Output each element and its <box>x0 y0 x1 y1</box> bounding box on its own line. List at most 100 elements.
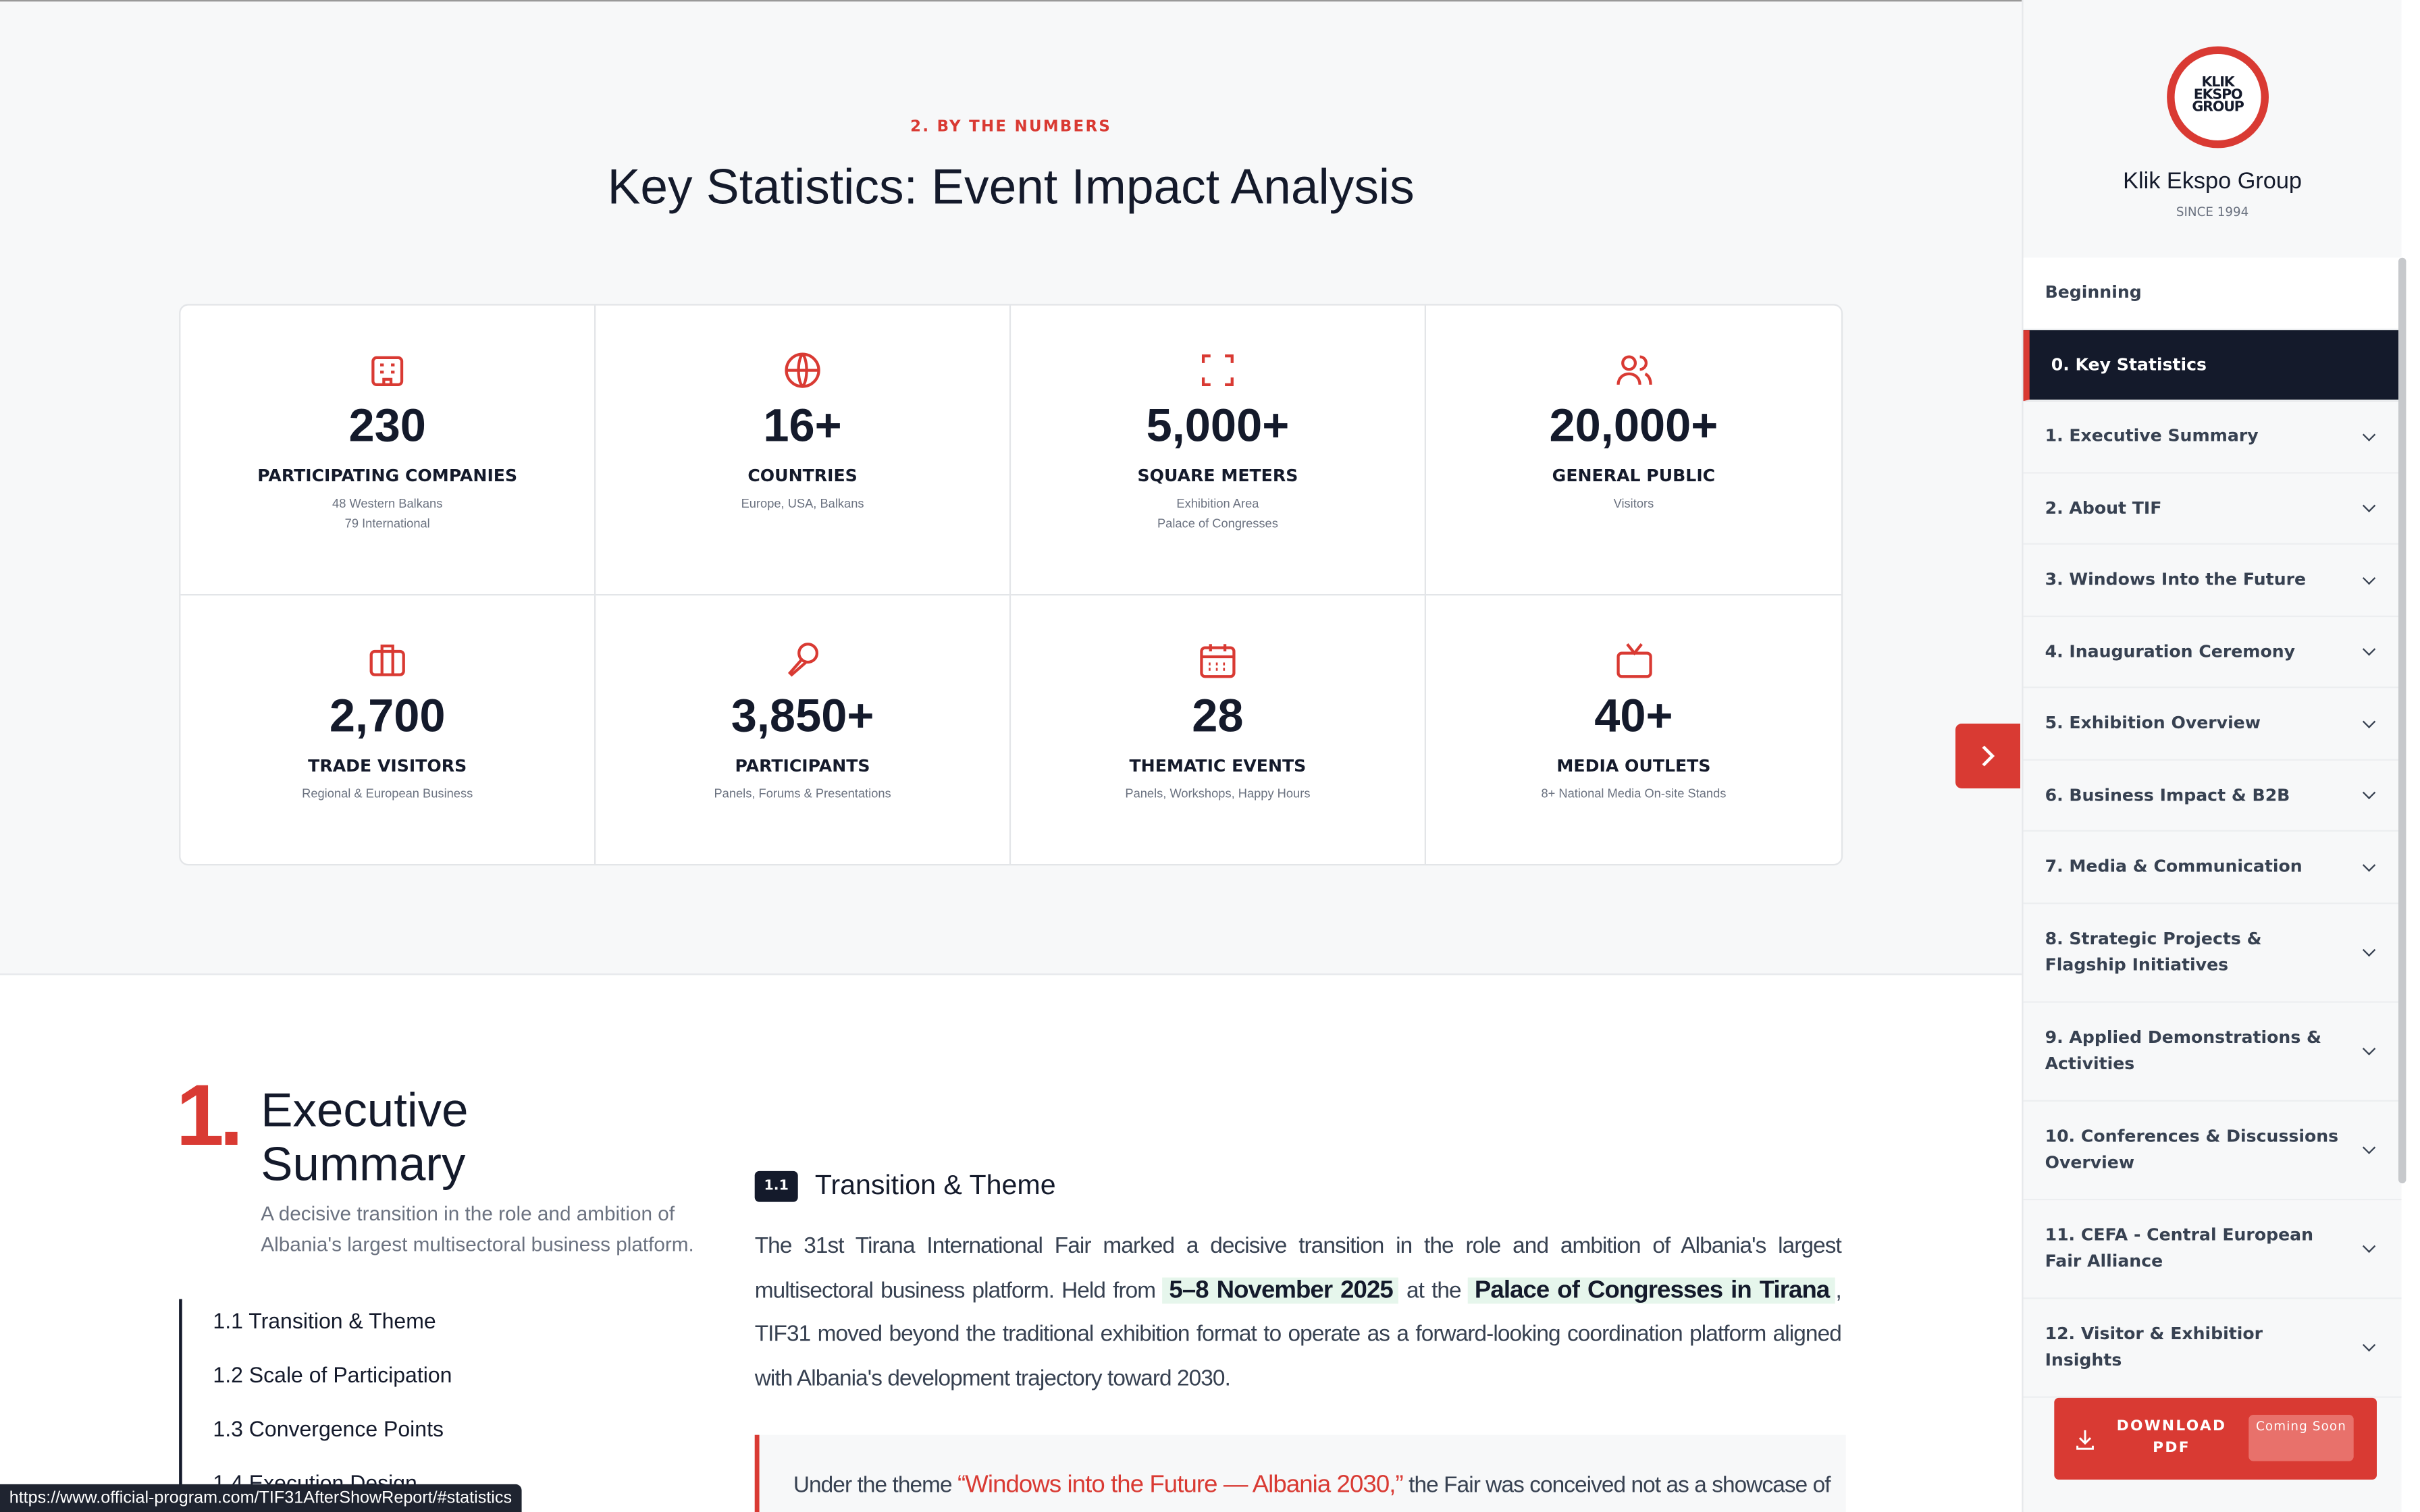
stat-note: 79 International <box>344 516 430 531</box>
heading: Key Statistics: Event Impact Analysis <box>607 159 1415 215</box>
stat-value: 16+ <box>763 401 842 452</box>
download-icon <box>2076 1430 2094 1450</box>
nav-item[interactable]: 2. About TIF <box>2023 473 2402 545</box>
stat-note: Regional & European Business <box>302 786 473 801</box>
section-toc: 1.1 Transition & Theme 1.2 Scale of Parti… <box>179 1299 452 1512</box>
nav-item[interactable]: 8. Strategic Projects & Flagship Initiat… <box>2023 903 2402 1002</box>
nav-item[interactable]: 5. Exhibition Overview <box>2023 688 2402 760</box>
stat-note: Europe, USA, Balkans <box>741 496 864 511</box>
toc-item[interactable]: 1.1 Transition & Theme <box>213 1308 436 1333</box>
stat-card: 3,850+ PARTICIPANTS Panels, Forums & Prese… <box>596 595 1011 864</box>
stat-icon <box>787 643 819 677</box>
stat-note: Panels, Forums & Presentations <box>714 786 891 801</box>
highlight: 5–8 November 2025 <box>1163 1276 1399 1303</box>
stat-notes: Panels, Forums & Presentations <box>596 784 1009 804</box>
stat-label: THEMATIC EVENTS <box>1129 755 1307 776</box>
next-button[interactable] <box>1955 723 2020 788</box>
stat-icon <box>785 352 820 388</box>
stat-notes: Visitors <box>1426 493 1841 514</box>
section-number: 1. <box>176 1066 244 1164</box>
nav-item[interactable]: 9. Applied Demonstrations & Activities <box>2023 1002 2402 1101</box>
nav-item[interactable]: 10. Conferences & Discussions Overview <box>2023 1100 2402 1200</box>
logo-text: KLIK EKSPO GROUP <box>2192 75 2244 116</box>
stat-value: 2,700 <box>329 691 446 742</box>
scrollbar[interactable] <box>2398 257 2406 1184</box>
nav-item[interactable]: 12. Visitor & Exhibitior Insights <box>2023 1298 2402 1397</box>
stat-label: GENERAL PUBLIC <box>1552 466 1716 486</box>
nav-item[interactable]: 0. Key Statistics <box>2023 329 2402 402</box>
statistics-section: 2. BY THE NUMBERS Key Statistics: Event … <box>0 0 2022 975</box>
status-url: https://www.official-program.com/TIF31Af… <box>0 1484 521 1512</box>
quote-theme: “Windows into the Future — Albania 2030,… <box>957 1472 1404 1498</box>
stat-label: PARTICIPATING COMPANIES <box>257 466 518 486</box>
stat-note: Exhibition Area <box>1176 496 1259 511</box>
sidebar: KLIK EKSPO GROUP Klik Ekspo Group SINCE … <box>2022 0 2402 1512</box>
section-title: Executive Summary <box>261 1083 469 1191</box>
section-subtitle: A decisive transition in the role and am… <box>261 1202 694 1256</box>
stat-value: 230 <box>348 401 426 452</box>
stat-card: 5,000+ SQUARE METERS Exhibition Area Palace… <box>1011 305 1426 596</box>
quote-text: Under the theme “Windows into the Future… <box>793 1472 1831 1500</box>
stat-card: 2,700 TRADE VISITORS Regional & European B… <box>180 595 596 864</box>
nav-item[interactable]: 4. Inauguration Ceremony <box>2023 616 2402 688</box>
stat-notes: Europe, USA, Balkans <box>596 493 1009 514</box>
toc-item[interactable]: 1.2 Scale of Participation <box>213 1362 452 1387</box>
stat-note: 48 Western Balkans <box>332 496 443 511</box>
stat-label: MEDIA OUTLETS <box>1556 755 1711 776</box>
stat-card: 230 PARTICIPATING COMPANIES 48 Western Bal… <box>180 305 596 596</box>
highlight: Palace of Congresses in Tirana <box>1468 1276 1836 1303</box>
download-button[interactable]: DOWNLOAD PDF Coming Soon <box>2054 1397 2377 1480</box>
stat-label: COUNTRIES <box>747 466 858 486</box>
stat-icon <box>369 644 405 676</box>
chevron-icon <box>1982 745 1995 767</box>
eyebrow: 2. BY THE NUMBERS <box>910 118 1112 136</box>
text: The 31st Tirana International Fair marke… <box>754 1234 1842 1303</box>
nav-item[interactable]: 1. Executive Summary <box>2023 401 2402 473</box>
subsection-title: Transition & Theme <box>814 1169 1056 1201</box>
text: , TIF31 moved beyond the traditional exh… <box>754 1278 1842 1392</box>
toc-item[interactable]: 1.3 Convergence Points <box>213 1416 444 1441</box>
stats-grid: 230 PARTICIPATING COMPANIES 48 Western Bal… <box>179 304 1843 866</box>
stat-label: PARTICIPANTS <box>735 755 870 776</box>
stat-notes: 48 Western Balkans 79 International <box>180 493 594 533</box>
brand-name: Klik Ekspo Group <box>2123 168 2302 194</box>
paragraph: The 31st Tirana International Fair marke… <box>754 1225 1842 1402</box>
stat-label: TRADE VISITORS <box>308 755 467 776</box>
quote: Under the theme “Windows into the Future… <box>754 1434 1846 1512</box>
stat-icon <box>1200 644 1236 678</box>
stat-value: 5,000+ <box>1146 401 1290 452</box>
stat-note: Visitors <box>1613 496 1654 511</box>
stat-icon <box>1616 643 1652 678</box>
coming-soon-badge: Coming Soon <box>2248 1414 2354 1461</box>
stat-notes: Panels, Workshops, Happy Hours <box>1011 784 1425 804</box>
nav-item[interactable]: 11. CEFA - Central European Fair Allianc… <box>2023 1199 2402 1299</box>
stat-card: 28 THEMATIC EVENTS Panels, Workshops, Happ… <box>1011 595 1426 864</box>
stat-note: Palace of Congresses <box>1157 516 1278 531</box>
stat-value: 20,000+ <box>1549 401 1718 452</box>
stat-icon <box>1616 355 1652 385</box>
stat-icon <box>371 356 404 387</box>
nav-list: Beginning 0. Key Statistics 1. Executive S… <box>2023 257 2402 1397</box>
stat-note: 8+ National Media On-site Stands <box>1541 786 1727 801</box>
stat-value: 3,850+ <box>731 691 874 742</box>
text: at the <box>1398 1278 1469 1303</box>
stat-card: 40+ MEDIA OUTLETS 8+ National Media On-sit… <box>1426 595 1841 864</box>
nav-item[interactable]: 6. Business Impact & B2B <box>2023 759 2402 832</box>
stat-value: 40+ <box>1594 691 1673 742</box>
brand-since: SINCE 1994 <box>2176 205 2249 219</box>
stat-card: 16+ COUNTRIES Europe, USA, Balkans <box>596 305 1011 596</box>
stat-icon <box>1201 354 1234 387</box>
nav-item[interactable]: 3. Windows Into the Future <box>2023 544 2402 617</box>
stat-label: SQUARE METERS <box>1137 466 1298 486</box>
download-label: DOWNLOAD PDF <box>2116 1418 2227 1457</box>
nav-item[interactable]: 7. Media & Communication <box>2023 831 2402 904</box>
text: Under the theme <box>793 1473 957 1498</box>
stat-note: Panels, Workshops, Happy Hours <box>1125 786 1311 801</box>
text: the Fair was conceived not as a showcase… <box>1402 1473 1831 1498</box>
stat-notes: Exhibition Area Palace of Congresses <box>1011 493 1425 533</box>
subsection-badge: 1.1 <box>754 1170 798 1202</box>
stat-card: 20,000+ GENERAL PUBLIC Visitors <box>1425 306 1841 596</box>
nav-item[interactable]: Beginning <box>2023 257 2402 329</box>
